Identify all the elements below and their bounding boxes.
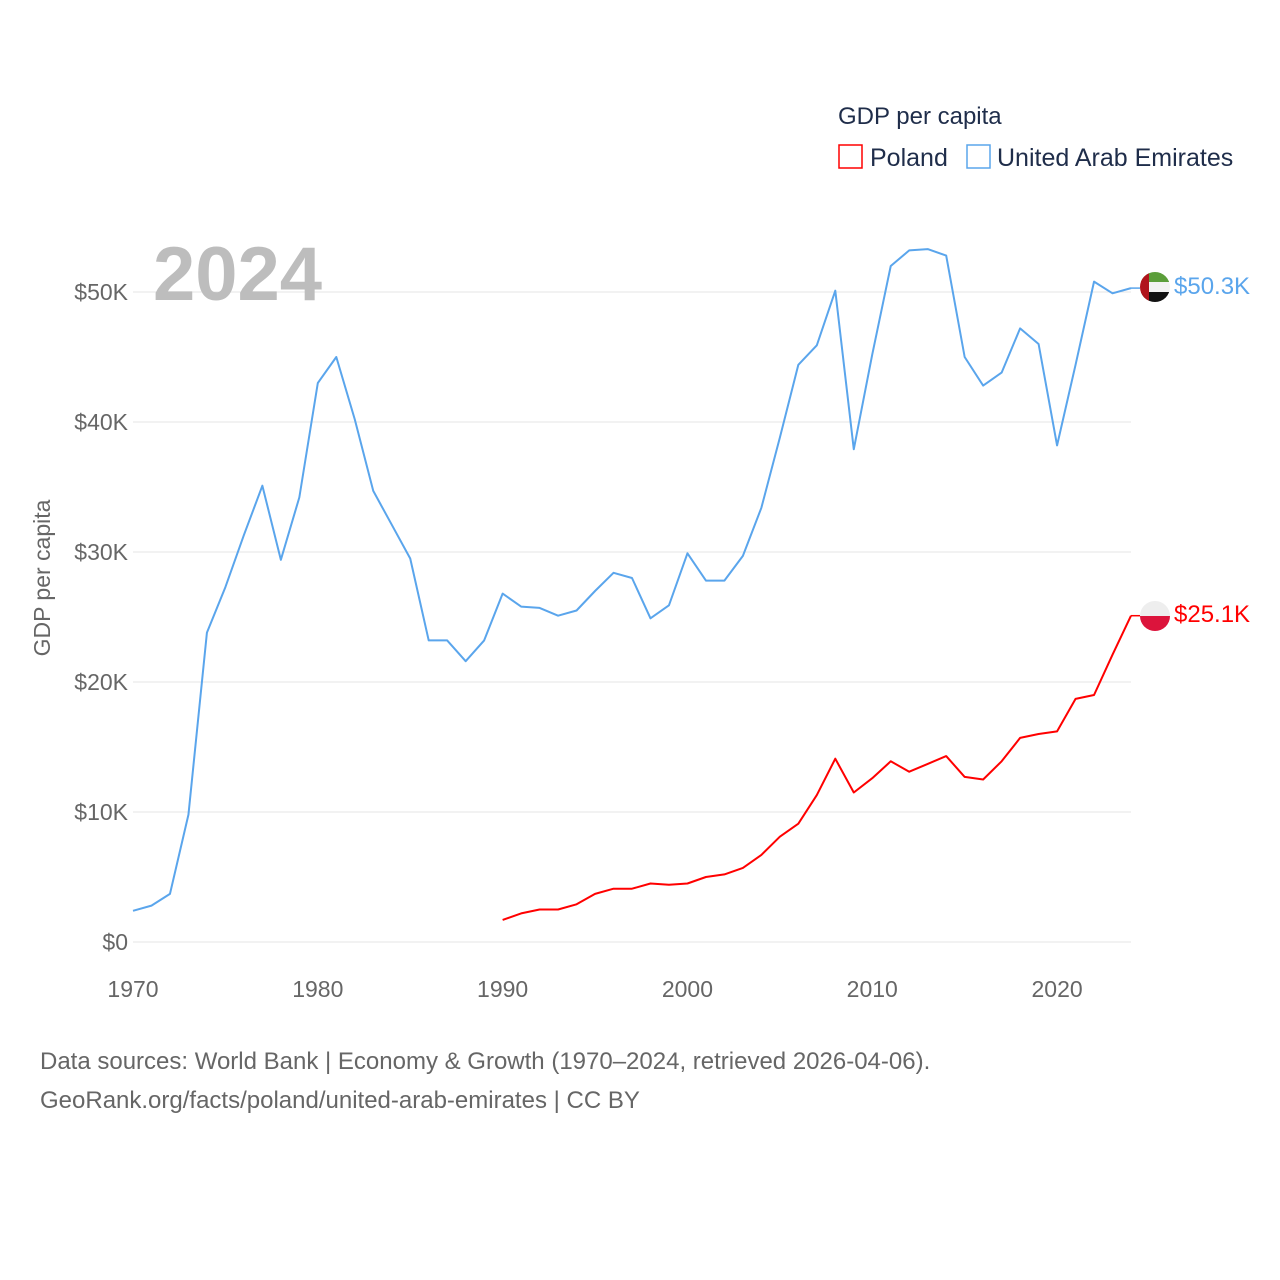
- x-tick-label: 1970: [107, 976, 158, 1002]
- footer-sources: Data sources: World Bank | Economy & Gro…: [40, 1048, 930, 1075]
- poland-end-label: $25.1K: [1174, 601, 1250, 628]
- legend: GDP per capita Poland United Arab Emirat…: [838, 103, 1233, 172]
- y-tick-label: $50K: [74, 279, 128, 305]
- y-axis-label: GDP per capita: [29, 499, 55, 656]
- x-tick-label: 1980: [292, 976, 343, 1002]
- legend-label-uae[interactable]: United Arab Emirates: [997, 144, 1233, 172]
- y-tick-label: $0: [102, 929, 128, 955]
- footer-link[interactable]: GeoRank.org/facts/poland/united-arab-emi…: [40, 1087, 640, 1114]
- y-tick-label: $20K: [74, 669, 128, 695]
- x-tick-label: 1990: [477, 976, 528, 1002]
- y-tick-label: $30K: [74, 539, 128, 565]
- series-lines: [132, 248, 1140, 921]
- x-tick-label: 2020: [1031, 976, 1082, 1002]
- x-tick-label: 2000: [662, 976, 713, 1002]
- legend-label-poland[interactable]: Poland: [870, 144, 948, 172]
- x-tick-label: 2010: [847, 976, 898, 1002]
- legend-swatch-uae[interactable]: [966, 144, 991, 169]
- x-axis-ticks: 1970 1980 1990 2000 2010 2020: [107, 976, 1082, 1002]
- uae-end-label: $50.3K: [1174, 273, 1250, 300]
- legend-title: GDP per capita: [838, 103, 1002, 130]
- y-tick-label: $40K: [74, 409, 128, 435]
- y-tick-label: $10K: [74, 799, 128, 825]
- poland-flag-icon: [1140, 601, 1170, 631]
- y-axis-ticks: $0 $10K $20K $30K $40K $50K: [74, 279, 128, 955]
- grid-lines: [133, 291, 1131, 943]
- series-line-poland: [502, 615, 1132, 921]
- legend-swatch-poland[interactable]: [838, 144, 863, 169]
- year-label: 2024: [153, 232, 322, 317]
- uae-flag-icon: [1140, 272, 1170, 302]
